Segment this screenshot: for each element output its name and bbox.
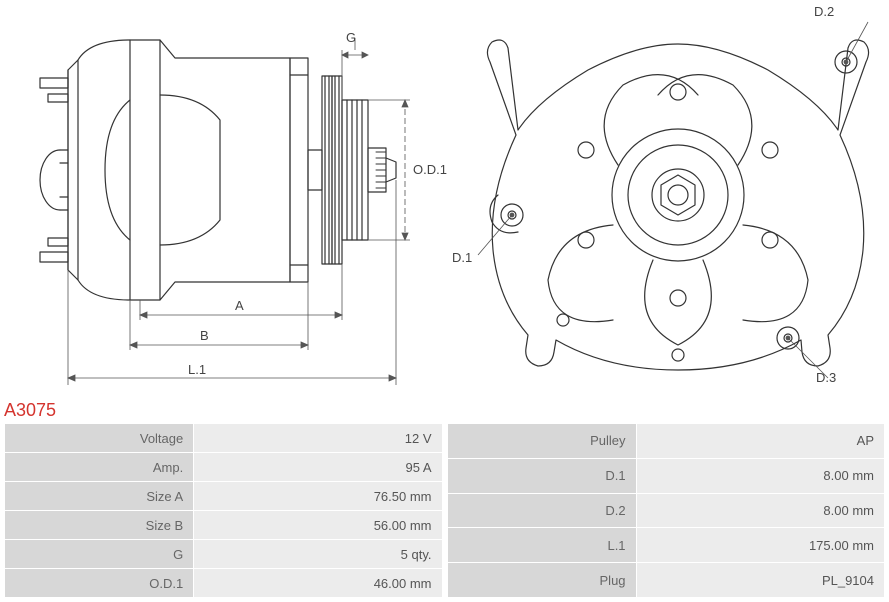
dim-label-g: G	[346, 30, 356, 45]
spec-value: PL_9104	[637, 563, 884, 597]
spec-label: Voltage	[5, 424, 193, 452]
spec-label: Size A	[5, 482, 193, 510]
spec-row: O.D.146.00 mm	[5, 569, 442, 597]
front-view-svg	[468, 0, 888, 400]
spec-tables: Voltage12 VAmp.95 ASize A76.50 mmSize B5…	[0, 423, 889, 602]
spec-label: G	[5, 540, 193, 568]
technical-drawing: G O.D.1 A B L.1	[0, 0, 889, 400]
page-container: G O.D.1 A B L.1	[0, 0, 889, 602]
spec-value: AP	[637, 424, 884, 458]
dim-label-d3: D.3	[816, 370, 836, 385]
side-view-svg	[0, 0, 460, 400]
spec-label: Plug	[448, 563, 636, 597]
spec-label: D.2	[448, 494, 636, 528]
dim-label-l1: L.1	[188, 362, 206, 377]
spec-label: Pulley	[448, 424, 636, 458]
spec-value: 76.50 mm	[194, 482, 441, 510]
spec-label: D.1	[448, 459, 636, 493]
spec-table-right: PulleyAPD.18.00 mmD.28.00 mmL.1175.00 mm…	[447, 423, 886, 598]
spec-row: D.18.00 mm	[448, 459, 885, 493]
spec-value: 5 qty.	[194, 540, 441, 568]
dim-label-d1: D.1	[452, 250, 472, 265]
spec-value: 95 A	[194, 453, 441, 481]
spec-value: 56.00 mm	[194, 511, 441, 539]
spec-row: Amp.95 A	[5, 453, 442, 481]
spec-table-left: Voltage12 VAmp.95 ASize A76.50 mmSize B5…	[4, 423, 443, 598]
dim-label-b: B	[200, 328, 209, 343]
spec-row: G5 qty.	[5, 540, 442, 568]
dim-label-a: A	[235, 298, 244, 313]
spec-value: 46.00 mm	[194, 569, 441, 597]
spec-row: L.1175.00 mm	[448, 528, 885, 562]
spec-label: L.1	[448, 528, 636, 562]
spec-row: PlugPL_9104	[448, 563, 885, 597]
spec-label: O.D.1	[5, 569, 193, 597]
dim-label-d2: D.2	[814, 4, 834, 19]
dim-label-od1: O.D.1	[413, 162, 447, 177]
part-number: A3075	[0, 398, 889, 423]
spec-value: 8.00 mm	[637, 459, 884, 493]
spec-label: Amp.	[5, 453, 193, 481]
spec-value: 12 V	[194, 424, 441, 452]
spec-label: Size B	[5, 511, 193, 539]
spec-row: Voltage12 V	[5, 424, 442, 452]
spec-value: 8.00 mm	[637, 494, 884, 528]
spec-row: PulleyAP	[448, 424, 885, 458]
spec-row: Size B56.00 mm	[5, 511, 442, 539]
spec-value: 175.00 mm	[637, 528, 884, 562]
spec-row: D.28.00 mm	[448, 494, 885, 528]
spec-row: Size A76.50 mm	[5, 482, 442, 510]
